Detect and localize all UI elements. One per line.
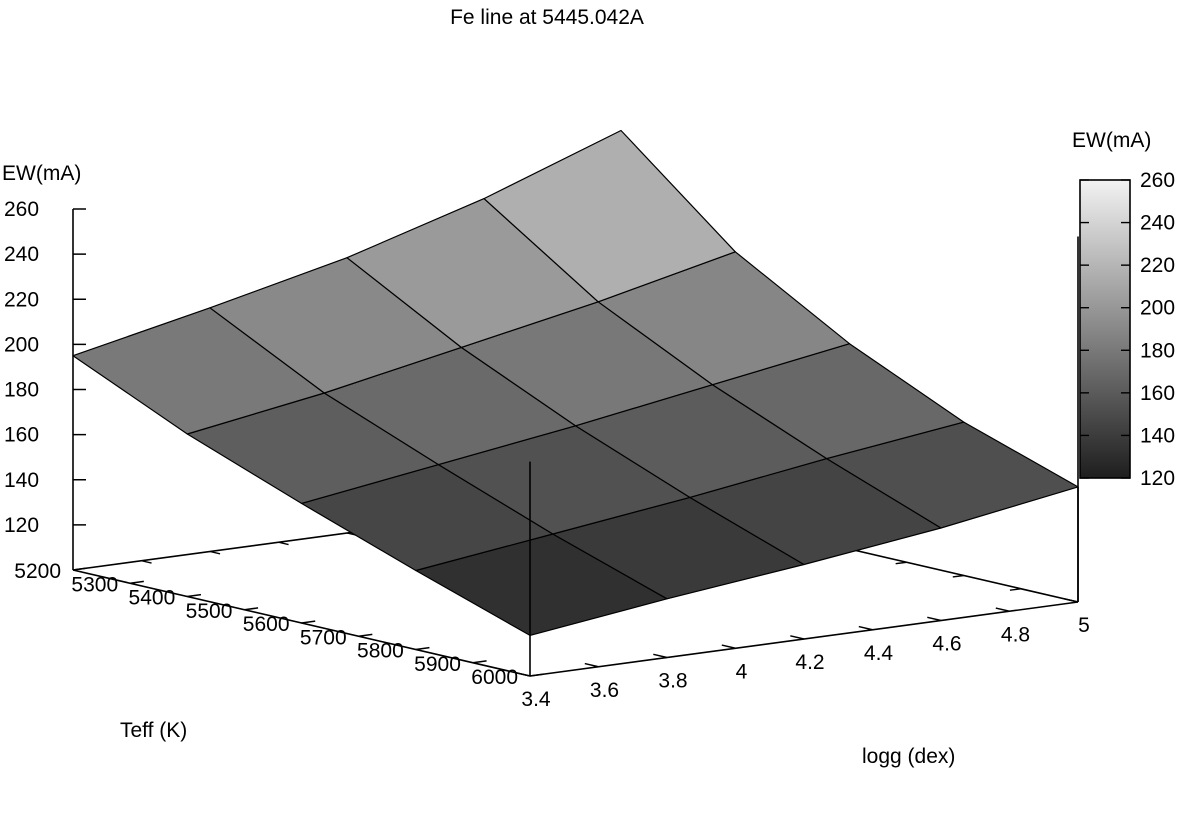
colorbar-tick-label: 200 [1140, 297, 1175, 320]
front-axes-layer [72, 208, 1079, 677]
logg-tick [653, 653, 668, 659]
back-tick [1009, 588, 1021, 591]
back-tick [895, 561, 907, 565]
teff-tick [415, 646, 430, 651]
logg-tick-label: 4.4 [864, 642, 894, 665]
z-tick-label: 200 [4, 333, 39, 356]
logg-tick [995, 607, 1010, 612]
teff-tick-label: 6000 [471, 666, 518, 689]
colorbar-tick-label: 220 [1140, 254, 1175, 277]
back-tick [952, 574, 964, 578]
logg-tick [516, 672, 531, 677]
logg-tick-label: 3.4 [521, 688, 551, 711]
teff-tick [529, 673, 544, 677]
back-tick [141, 560, 152, 564]
z-tick-label: 180 [4, 379, 39, 402]
logg-tick-label: 4 [736, 660, 748, 683]
colorbar-tick-label: 160 [1140, 382, 1175, 405]
logg-tick [584, 662, 599, 668]
teff-tick [472, 660, 487, 664]
teff-tick-label: 5400 [129, 587, 176, 610]
colorbar-gradient [1079, 179, 1131, 479]
logg-tick-label: 4.6 [932, 633, 961, 656]
colorbar-tick-label: 240 [1140, 212, 1175, 235]
logg-tick-label: 5 [1078, 614, 1090, 637]
logg-tick-label: 3.8 [658, 670, 687, 693]
x-axis-label: Teff (K) [120, 719, 187, 742]
colorbar-label: EW(mA) [1072, 129, 1151, 152]
colorbar-tick-label: 180 [1140, 339, 1175, 362]
teff-tick-label: 5200 [14, 560, 61, 583]
z-tick-label: 120 [4, 514, 39, 537]
logg-tick-label: 4.2 [795, 651, 824, 674]
logg-tick [1064, 598, 1079, 603]
logg-tick [721, 644, 736, 649]
z-tick-label: 260 [4, 198, 39, 221]
teff-tick [130, 580, 144, 584]
surface-layer [72, 129, 1079, 637]
z-tick-label: 220 [4, 288, 39, 311]
teff-tick-label: 5800 [357, 640, 404, 663]
teff-tick [301, 620, 316, 624]
colorbar-tick-label: 260 [1140, 169, 1175, 192]
teff-tick-label: 5500 [186, 600, 233, 623]
back-tick [278, 541, 289, 546]
y-axis-label: logg (dex) [862, 745, 955, 768]
teff-tick [187, 593, 202, 598]
surface-patch [483, 129, 736, 303]
z-tick-label: 160 [4, 424, 39, 447]
chart-title: Fe line at 5445.042A [450, 6, 644, 29]
colorbar-tick-label: 140 [1140, 424, 1175, 447]
back-tick [209, 550, 221, 555]
teff-tick-label: 5300 [71, 573, 118, 596]
teff-tick-label: 5600 [243, 613, 290, 636]
teff-tick-label: 5900 [414, 653, 461, 676]
colorbar-tick-label: 120 [1140, 467, 1175, 490]
teff-tick [72, 567, 87, 571]
teff-tick [358, 633, 373, 637]
teff-tick [244, 607, 259, 611]
z-tick-label: 140 [4, 469, 39, 492]
logg-tick [790, 635, 805, 640]
z-tick-label: 240 [4, 243, 39, 266]
labels-layer: Fe line at 5445.042A EW(mA) Teff (K) log… [2, 6, 1151, 768]
logg-tick [858, 625, 873, 631]
colorbar: 120 140 160 180 200 220 240 260 [1079, 169, 1175, 490]
logg-tick-label: 3.6 [590, 679, 619, 702]
logg-tick-label: 4.8 [1001, 623, 1030, 646]
logg-tick [927, 616, 942, 622]
teff-tick-label: 5700 [300, 626, 347, 649]
z-axis-label: EW(mA) [2, 162, 81, 185]
